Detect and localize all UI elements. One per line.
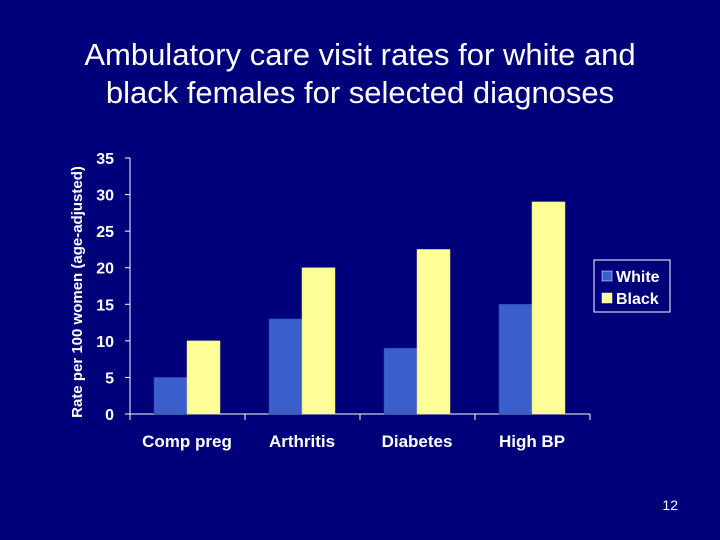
y-axis-label: Rate per 100 women (age-adjusted) (69, 166, 86, 418)
bar-black-0 (186, 340, 221, 415)
bar-black-2 (416, 249, 451, 415)
legend-label-white: White (616, 269, 660, 286)
page-title: Ambulatory care visit rates for white an… (0, 36, 720, 112)
legend-label-black: Black (616, 291, 659, 308)
x-tick-label: Comp preg (142, 432, 232, 451)
x-tick-label: High BP (499, 432, 565, 451)
slide-number: 12 (662, 497, 678, 513)
y-tick-label: 15 (96, 297, 114, 314)
legend-swatch-black (601, 292, 613, 304)
x-tick-label: Diabetes (382, 432, 453, 451)
y-tick-label: 20 (96, 261, 114, 278)
bar-white-1 (268, 318, 303, 415)
legend-box (593, 259, 671, 313)
y-tick-label: 25 (96, 224, 114, 241)
y-tick-label: 35 (96, 151, 114, 168)
title-line-1: Ambulatory care visit rates for white an… (84, 37, 636, 72)
legend-swatch-white (601, 270, 613, 282)
bar-black-1 (301, 267, 336, 415)
bar-black-3 (531, 201, 566, 415)
y-tick-label: 0 (105, 407, 114, 424)
x-tick-label: Arthritis (269, 432, 335, 451)
bar-white-2 (383, 347, 418, 415)
y-tick-label: 10 (96, 334, 114, 351)
y-tick-label: 5 (105, 370, 114, 387)
bar-white-0 (153, 377, 188, 415)
bar-white-3 (498, 304, 533, 415)
y-tick-label: 30 (96, 188, 114, 205)
title-line-2: black females for selected diagnoses (105, 75, 615, 110)
